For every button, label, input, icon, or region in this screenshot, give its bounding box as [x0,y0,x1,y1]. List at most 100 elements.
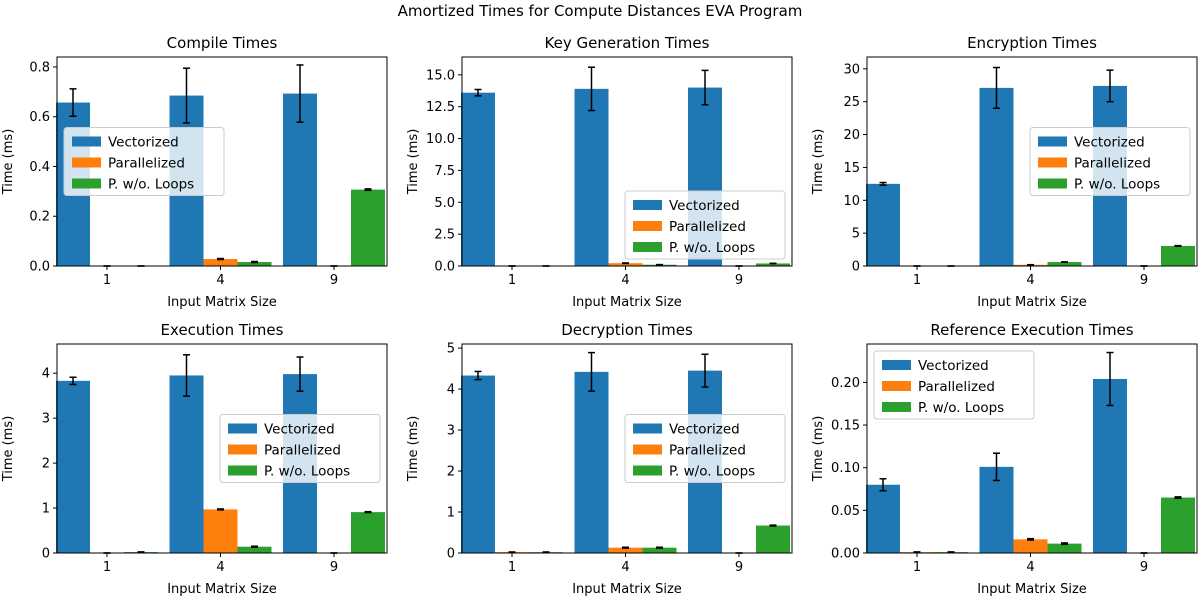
legend-label: Parallelized [1074,156,1151,172]
y-tick-label: 20 [843,128,860,143]
x-tick-label: 4 [1026,560,1034,575]
x-axis-label: Input Matrix Size [572,582,682,597]
bar [608,263,643,266]
bar [461,92,495,267]
y-tick-label: 0 [42,547,50,562]
chart-title: Reference Execution Times [930,321,1133,339]
bar [756,263,790,266]
y-tick-label: 4 [447,383,455,398]
bar [1161,245,1195,266]
y-tick-label: 0.0 [29,260,50,275]
legend-swatch [228,465,257,476]
y-axis-label: Time (ms) [406,416,421,483]
bar [979,87,1014,266]
legend-swatch [882,381,911,391]
legend-label: P. w/o. Loops [669,464,755,480]
legend-swatch [228,444,257,455]
legend-swatch [882,360,911,370]
x-tick-label: 1 [508,273,516,288]
bar [1047,543,1082,553]
legend-box [624,190,786,260]
chart-panel: Key Generation Times 1 4 9 0.0 2.5 5.0 7.5 10.0 1… [406,34,793,310]
x-tick-label: 9 [735,273,743,288]
bar [1013,539,1048,553]
legend-label: Vectorized [669,422,740,438]
chart-panel: Compile Times 1 4 9 0.0 0.2 0.4 0.6 0.8 Input Mat… [1,34,388,310]
plot-frame [56,56,388,267]
y-axis-label: Time (ms) [811,416,826,483]
panels: Compile Times 1 4 9 0.0 0.2 0.4 0.6 0.8 Input Mat… [1,34,1198,597]
y-tick-label: 3 [42,412,50,427]
bar [237,546,272,553]
bar [169,375,204,553]
bar [203,509,238,553]
legend-swatch [633,200,662,210]
legend-swatch [1038,136,1067,147]
legend: Vectorized Parallelized P. w/o. Loops [219,414,381,483]
legend-swatch [72,157,101,168]
y-tick-label: 15 [843,161,860,176]
legend-swatch [882,402,911,412]
bar [1093,378,1127,553]
x-axis-label: Input Matrix Size [572,295,682,310]
x-tick-label: 4 [621,273,629,288]
legend-box [873,350,1035,420]
legend-swatch [633,221,662,231]
legend-box [624,414,786,483]
legend: Vectorized Parallelized P. w/o. Loops [1029,127,1191,196]
y-tick-label: 0.6 [29,110,50,125]
y-tick-label: 30 [843,62,860,77]
x-tick-label: 1 [103,273,111,288]
x-axis-label: Input Matrix Size [167,295,277,310]
y-tick-label: 0.2 [29,210,50,225]
y-tick-label: 15.0 [426,68,455,83]
x-tick-label: 1 [913,560,921,575]
plot-frame [866,343,1198,554]
x-tick-label: 9 [1140,273,1148,288]
x-tick-label: 9 [1140,560,1148,575]
legend-swatch [633,444,662,455]
legend-label: Vectorized [1074,135,1145,151]
legend-swatch [1038,178,1067,189]
plot-frame [461,56,793,267]
x-tick-label: 9 [330,560,338,575]
x-tick-label: 4 [1026,273,1034,288]
legend-label: Parallelized [264,443,341,459]
y-tick-label: 5 [852,227,860,242]
plot-frame [461,343,793,554]
x-tick-label: 9 [330,273,338,288]
legend-swatch [228,423,257,434]
chart-title: Decryption Times [561,321,693,339]
x-tick-label: 9 [735,560,743,575]
y-tick-label: 5 [447,342,455,357]
y-tick-label: 2 [447,465,455,480]
y-tick-label: 2 [42,457,50,472]
legend-label: P. w/o. Loops [669,240,755,256]
bar [351,512,385,553]
bar [574,371,609,553]
legend-label: P. w/o. Loops [1074,177,1160,193]
legend-swatch [633,242,662,252]
legend-box [63,127,225,196]
y-tick-label: 0.4 [29,160,50,175]
bar [461,375,495,553]
x-tick-label: 1 [913,273,921,288]
legend-swatch [633,423,662,434]
y-tick-label: 25 [843,95,860,110]
y-tick-label: 7.5 [434,164,455,179]
y-tick-label: 4 [42,367,50,382]
y-tick-label: 0.8 [29,60,50,75]
chart-title: Encryption Times [967,34,1097,52]
y-axis-label: Time (ms) [406,129,421,196]
plot-frame [56,343,388,554]
bar [351,189,385,266]
bar [1047,262,1082,266]
legend-label: Vectorized [108,135,179,151]
legend: Vectorized Parallelized P. w/o. Loops [873,350,1035,420]
bar [1161,497,1195,553]
x-axis-label: Input Matrix Size [977,295,1087,310]
y-tick-label: 0.20 [831,376,860,391]
legend-label: P. w/o. Loops [918,400,1004,416]
chart-panel: Reference Execution Times 1 4 9 0.00 0.05 0.10… [811,321,1198,597]
